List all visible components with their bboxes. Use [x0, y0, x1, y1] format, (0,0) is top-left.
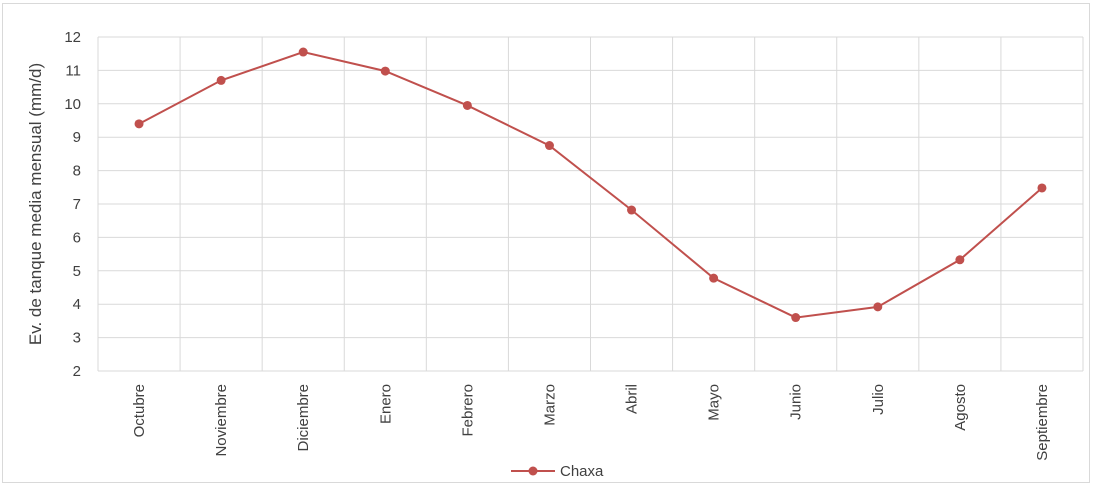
y-tick-label: 10 — [64, 96, 81, 113]
y-tick-label: 4 — [73, 296, 81, 313]
x-tick-label: Diciembre — [295, 384, 312, 452]
x-tick-label: Marzo — [541, 384, 558, 426]
y-tick-label: 11 — [65, 62, 81, 79]
chart: 2 3 4 5 6 7 8 9 10 11 12 Octubre Noviembre Diciembre… — [3, 4, 1091, 484]
data-point — [299, 48, 308, 57]
data-point — [135, 119, 144, 128]
x-tick-label: Abril — [624, 384, 641, 414]
y-tick-label: 5 — [73, 263, 81, 280]
y-tick-label: 9 — [73, 129, 81, 146]
y-tick-label: 6 — [73, 229, 81, 246]
data-point — [873, 302, 882, 311]
data-point — [709, 274, 718, 283]
data-point — [545, 141, 554, 150]
x-tick-label: Noviembre — [213, 384, 230, 457]
chart-frame: 2 3 4 5 6 7 8 9 10 11 12 Octubre Noviembre Diciembre… — [2, 3, 1090, 483]
y-axis-label: Ev. de tanque media mensual (mm/d) — [26, 63, 45, 345]
y-tick-labels: 2 3 4 5 6 7 8 9 10 11 12 — [64, 29, 81, 380]
x-tick-label: Enero — [377, 384, 394, 424]
x-tick-label: Mayo — [706, 384, 723, 421]
y-tick-label: 8 — [73, 163, 81, 180]
y-tick-label: 2 — [73, 363, 81, 380]
legend-label-chaxa: Chaxa — [560, 463, 604, 480]
x-tick-label: Febrero — [459, 384, 476, 437]
legend: Chaxa — [511, 463, 604, 480]
data-point — [791, 313, 800, 322]
data-point — [463, 101, 472, 110]
legend-point-marker — [529, 467, 538, 476]
y-tick-label: 3 — [73, 330, 81, 347]
y-tick-label: 12 — [64, 29, 81, 46]
x-tick-label: Junio — [788, 384, 805, 420]
x-tick-label: Julio — [870, 384, 887, 415]
x-tick-label: Septiembre — [1034, 384, 1051, 461]
x-tick-label: Octubre — [131, 384, 148, 437]
x-tick-label: Agosto — [952, 384, 969, 431]
x-tick-labels: Octubre Noviembre Diciembre Enero Febrero Mar… — [131, 384, 1051, 461]
data-point — [955, 255, 964, 264]
y-tick-label: 7 — [73, 196, 81, 213]
data-point — [217, 76, 226, 85]
gridlines — [98, 37, 1083, 371]
data-point — [381, 67, 390, 76]
data-point — [627, 206, 636, 215]
data-point — [1037, 183, 1046, 192]
